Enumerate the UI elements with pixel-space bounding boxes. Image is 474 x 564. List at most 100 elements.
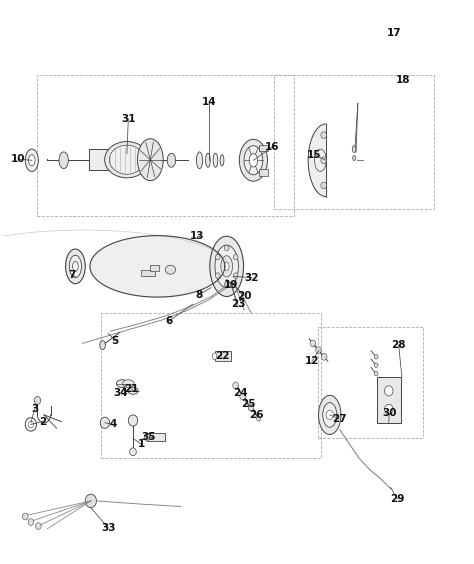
Ellipse shape <box>206 153 210 168</box>
Circle shape <box>321 182 327 189</box>
Polygon shape <box>90 236 225 297</box>
Circle shape <box>248 404 254 411</box>
Ellipse shape <box>197 152 202 169</box>
Text: 15: 15 <box>307 149 321 160</box>
Bar <box>141 270 155 276</box>
Circle shape <box>128 415 137 426</box>
Ellipse shape <box>323 403 337 427</box>
Circle shape <box>215 254 220 260</box>
Text: 8: 8 <box>195 290 202 300</box>
Ellipse shape <box>220 155 224 166</box>
Ellipse shape <box>249 153 257 167</box>
Text: 31: 31 <box>121 114 136 124</box>
Text: 34: 34 <box>113 387 128 398</box>
Ellipse shape <box>137 139 163 180</box>
Text: 14: 14 <box>201 97 216 107</box>
Text: 33: 33 <box>101 523 116 533</box>
Text: 4: 4 <box>109 420 117 429</box>
Circle shape <box>321 354 327 360</box>
Ellipse shape <box>73 261 78 271</box>
Circle shape <box>34 396 41 404</box>
Ellipse shape <box>244 146 263 175</box>
Text: 24: 24 <box>233 387 248 398</box>
Text: 16: 16 <box>265 142 279 152</box>
Text: 21: 21 <box>124 384 139 394</box>
Text: 26: 26 <box>249 410 264 420</box>
Circle shape <box>28 519 34 526</box>
Circle shape <box>85 494 97 508</box>
Ellipse shape <box>25 149 38 171</box>
Ellipse shape <box>319 395 341 434</box>
Text: 10: 10 <box>10 154 25 164</box>
Text: 19: 19 <box>224 280 238 290</box>
Ellipse shape <box>167 153 176 168</box>
Text: 18: 18 <box>396 75 410 85</box>
Ellipse shape <box>210 236 244 297</box>
Circle shape <box>233 273 238 279</box>
Bar <box>147 433 165 441</box>
Text: 20: 20 <box>237 291 251 301</box>
Circle shape <box>130 448 137 456</box>
Circle shape <box>248 406 252 410</box>
Bar <box>377 377 401 423</box>
Circle shape <box>374 363 378 367</box>
Ellipse shape <box>128 387 138 394</box>
Ellipse shape <box>215 245 238 288</box>
Ellipse shape <box>59 152 68 169</box>
Bar <box>215 351 231 362</box>
Ellipse shape <box>122 380 134 387</box>
Text: 3: 3 <box>31 404 38 415</box>
Ellipse shape <box>221 255 233 277</box>
Circle shape <box>241 394 245 399</box>
Ellipse shape <box>212 353 217 360</box>
Circle shape <box>22 513 28 520</box>
Circle shape <box>321 132 327 139</box>
Circle shape <box>233 254 238 260</box>
Bar <box>259 169 268 176</box>
Circle shape <box>310 340 316 347</box>
Ellipse shape <box>100 417 109 428</box>
Circle shape <box>384 386 393 396</box>
Ellipse shape <box>353 156 356 161</box>
Text: 12: 12 <box>305 356 319 366</box>
Circle shape <box>224 282 229 288</box>
Circle shape <box>374 371 378 376</box>
Ellipse shape <box>109 145 145 174</box>
Circle shape <box>326 411 334 420</box>
Circle shape <box>224 245 229 251</box>
Bar <box>150 265 159 271</box>
Circle shape <box>240 393 246 400</box>
Ellipse shape <box>213 153 218 168</box>
Circle shape <box>374 355 378 359</box>
Ellipse shape <box>65 249 85 284</box>
Ellipse shape <box>165 265 176 274</box>
Ellipse shape <box>315 149 326 171</box>
Text: 29: 29 <box>390 494 404 504</box>
Ellipse shape <box>105 142 149 178</box>
Circle shape <box>215 273 220 279</box>
Text: 35: 35 <box>142 432 156 442</box>
Text: 28: 28 <box>392 340 406 350</box>
Text: 1: 1 <box>137 439 145 449</box>
Text: 5: 5 <box>111 336 119 346</box>
Text: 2: 2 <box>39 417 46 426</box>
Text: 7: 7 <box>68 270 76 280</box>
Text: 23: 23 <box>231 299 245 309</box>
Ellipse shape <box>352 146 356 152</box>
Text: 13: 13 <box>190 231 204 241</box>
Bar <box>90 149 143 170</box>
Polygon shape <box>308 124 326 197</box>
Ellipse shape <box>100 341 105 350</box>
Ellipse shape <box>224 262 229 271</box>
Circle shape <box>316 347 321 354</box>
Text: 17: 17 <box>387 29 401 38</box>
Bar <box>259 144 268 151</box>
Text: 32: 32 <box>245 272 259 283</box>
Circle shape <box>384 404 393 415</box>
Text: 22: 22 <box>215 351 229 361</box>
Ellipse shape <box>239 139 267 181</box>
Text: 30: 30 <box>382 408 396 418</box>
Ellipse shape <box>145 433 149 441</box>
Circle shape <box>36 523 41 530</box>
Ellipse shape <box>28 155 35 166</box>
